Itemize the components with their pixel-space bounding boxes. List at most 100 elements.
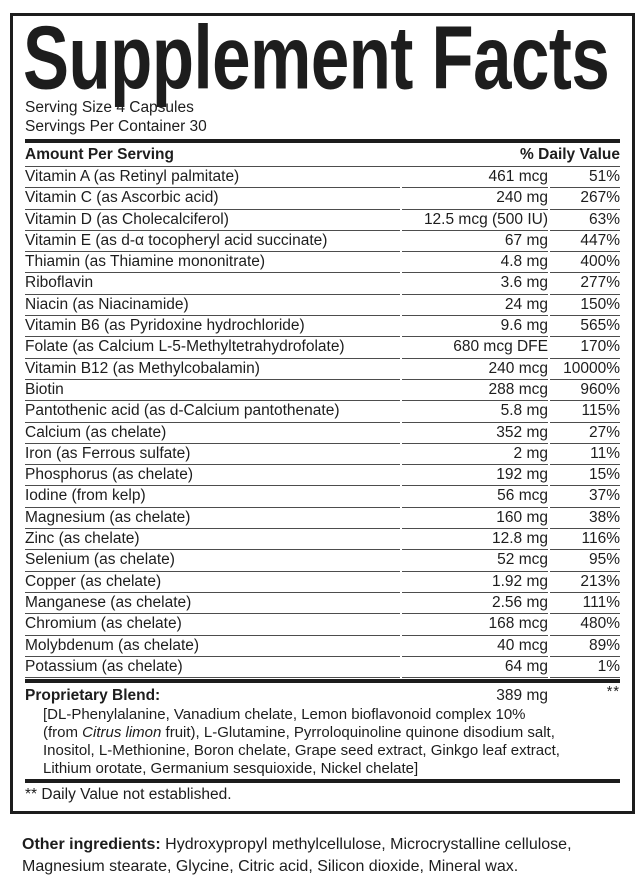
nutrient-daily_value: 213% — [550, 572, 620, 593]
nutrient-amount: 9.6 mg — [402, 316, 548, 338]
proprietary-blend-dv-symbol: ** — [606, 684, 620, 701]
nutrient-row: Vitamin C (as Ascorbic acid) 240 mg 267% — [25, 188, 620, 210]
daily-value-footnote: ** Daily Value not established. — [25, 786, 232, 804]
nutrient-name: Vitamin B12 (as Methylcobalamin) — [25, 359, 401, 380]
nutrient-row: Phosphorus (as chelate) 192 mg 15% — [25, 465, 620, 487]
nutrient-amount: 288 mcg — [402, 380, 548, 402]
supplement-facts-panel: Supplement Facts Serving Size 4 Capsules… — [10, 13, 635, 815]
nutrient-amount: 1.92 mg — [402, 572, 548, 593]
nutrient-name: Zinc (as chelate) — [25, 529, 401, 551]
nutrient-name: Manganese (as chelate) — [25, 593, 401, 615]
nutrient-row: Riboflavin 3.6 mg 277% — [25, 273, 620, 295]
thick-rule-top — [25, 139, 620, 143]
other-ingredients-text: Hydroxypropyl methylcellulose, Microcrys… — [22, 836, 572, 875]
nutrient-daily_value: 89% — [550, 636, 620, 657]
nutrient-name: Vitamin D (as Cholecalciferol) — [25, 210, 401, 231]
nutrient-amount: 352 mg — [402, 423, 548, 444]
nutrient-row: Vitamin D (as Cholecalciferol) 12.5 mcg (… — [25, 210, 620, 231]
blend-line: (from Citrus limon fruit), L-Glutamine, … — [43, 724, 620, 742]
nutrient-name: Vitamin C (as Ascorbic acid) — [25, 188, 401, 210]
nutrient-daily_value: 63% — [550, 210, 620, 231]
nutrient-name: Calcium (as chelate) — [25, 423, 401, 444]
nutrient-name: Chromium (as chelate) — [25, 614, 401, 636]
thick-rule-blend — [25, 679, 620, 684]
panel-title-wrap: Supplement Facts — [23, 13, 620, 103]
nutrient-name: Biotin — [25, 380, 401, 402]
nutrient-amount: 67 mg — [402, 231, 548, 253]
nutrient-table: Vitamin A (as Retinyl palmitate) 461 mcg 5… — [23, 167, 622, 679]
other-ingredients-label: Other ingredients: — [22, 836, 161, 853]
servings-per-container: Servings Per Container 30 — [25, 118, 207, 135]
nutrient-daily_value: 27% — [550, 423, 620, 444]
other-ingredients: Other ingredients: Hydroxypropyl methylc… — [22, 834, 626, 877]
nutrient-table-body: Vitamin A (as Retinyl palmitate) 461 mcg 5… — [25, 167, 620, 679]
nutrient-row: Molybdenum (as chelate) 40 mcg 89% — [25, 636, 620, 657]
proprietary-blend-amount: 389 mg — [496, 687, 548, 705]
nutrient-name: Vitamin E (as d-α tocopheryl acid succin… — [25, 231, 401, 253]
nutrient-name: Vitamin B6 (as Pyridoxine hydrochloride) — [25, 316, 401, 338]
nutrient-row: Vitamin A (as Retinyl palmitate) 461 mcg 5… — [25, 167, 620, 189]
nutrient-daily_value: 150% — [550, 295, 620, 317]
nutrient-name: Riboflavin — [25, 273, 401, 295]
nutrient-daily_value: 15% — [550, 465, 620, 487]
nutrient-row: Biotin 288 mcg 960% — [25, 380, 620, 402]
proprietary-blend-label: Proprietary Blend: — [25, 687, 161, 705]
nutrient-amount: 2 mg — [402, 444, 548, 466]
nutrient-row: Potassium (as chelate) 64 mg 1% — [25, 657, 620, 679]
nutrient-name: Niacin (as Niacinamide) — [25, 295, 401, 317]
blend-line-post: fruit), L-Glutamine, Pyrroloquinoline qu… — [161, 724, 555, 742]
nutrient-row: Zinc (as chelate) 12.8 mg 116% — [25, 529, 620, 551]
nutrient-row: Manganese (as chelate) 2.56 mg 111% — [25, 593, 620, 615]
nutrient-daily_value: 10000% — [550, 359, 620, 380]
amount-per-serving-header: Amount Per Serving — [25, 146, 174, 163]
nutrient-amount: 5.8 mg — [402, 401, 548, 423]
nutrient-amount: 2.56 mg — [402, 593, 548, 615]
nutrient-name: Phosphorus (as chelate) — [25, 465, 401, 487]
nutrient-daily_value: 447% — [550, 231, 620, 253]
nutrient-amount: 461 mcg — [402, 167, 548, 189]
nutrient-row: Selenium (as chelate) 52 mcg 95% — [25, 550, 620, 572]
nutrient-amount: 160 mg — [402, 508, 548, 530]
nutrient-daily_value: 170% — [550, 337, 620, 359]
nutrient-daily_value: 565% — [550, 316, 620, 338]
proprietary-blend-row: Proprietary Blend: 389 mg ** — [25, 683, 620, 706]
blend-line: Inositol, L-Methionine, Boron chelate, G… — [43, 742, 560, 760]
nutrient-amount: 64 mg — [402, 657, 548, 679]
nutrient-daily_value: 37% — [550, 486, 620, 508]
nutrient-amount: 40 mcg — [402, 636, 548, 657]
nutrient-name: Folate (as Calcium L-5-Methyltetrahydrof… — [25, 337, 401, 359]
nutrient-row: Calcium (as chelate) 352 mg 27% — [25, 423, 620, 444]
nutrient-daily_value: 116% — [550, 529, 620, 551]
daily-value-header: % Daily Value — [520, 146, 620, 163]
nutrient-name: Thiamin (as Thiamine mononitrate) — [25, 252, 401, 274]
nutrient-daily_value: 115% — [550, 401, 620, 423]
serving-size: Serving Size 4 Capsules — [25, 99, 194, 116]
nutrient-row: Thiamin (as Thiamine mononitrate) 4.8 mg 4… — [25, 252, 620, 274]
nutrient-amount: 240 mcg — [402, 359, 548, 380]
nutrient-amount: 12.8 mg — [402, 529, 548, 551]
blend-line: [DL-Phenylalanine, Vanadium chelate, Lem… — [43, 706, 526, 724]
nutrient-amount: 52 mcg — [402, 550, 548, 572]
nutrient-row: Niacin (as Niacinamide) 24 mg 150% — [25, 295, 620, 317]
nutrient-name: Vitamin A (as Retinyl palmitate) — [25, 167, 401, 189]
column-header-row: Amount Per Serving % Daily Value — [25, 143, 620, 167]
nutrient-amount: 4.8 mg — [402, 252, 548, 274]
nutrient-amount: 680 mcg DFE — [402, 337, 548, 359]
nutrient-row: Iron (as Ferrous sulfate) 2 mg 11% — [25, 444, 620, 466]
nutrient-amount: 192 mg — [402, 465, 548, 487]
nutrient-row: Iodine (from kelp) 56 mcg 37% — [25, 486, 620, 508]
nutrient-daily_value: 95% — [550, 550, 620, 572]
nutrient-amount: 24 mg — [402, 295, 548, 317]
nutrient-name: Selenium (as chelate) — [25, 550, 401, 572]
nutrient-amount: 3.6 mg — [402, 273, 548, 295]
nutrient-name: Potassium (as chelate) — [25, 657, 401, 679]
nutrient-amount: 168 mcg — [402, 614, 548, 636]
nutrient-daily_value: 51% — [550, 167, 620, 189]
nutrient-daily_value: 267% — [550, 188, 620, 210]
thick-rule-footnote — [25, 779, 620, 784]
nutrient-row: Pantothenic acid (as d-Calcium pantothen… — [25, 401, 620, 423]
nutrient-amount: 240 mg — [402, 188, 548, 210]
nutrient-row: Copper (as chelate) 1.92 mg 213% — [25, 572, 620, 593]
nutrient-row: Vitamin B12 (as Methylcobalamin) 240 mcg 1… — [25, 359, 620, 380]
blend-line-latin-name: Citrus limon — [82, 724, 162, 742]
